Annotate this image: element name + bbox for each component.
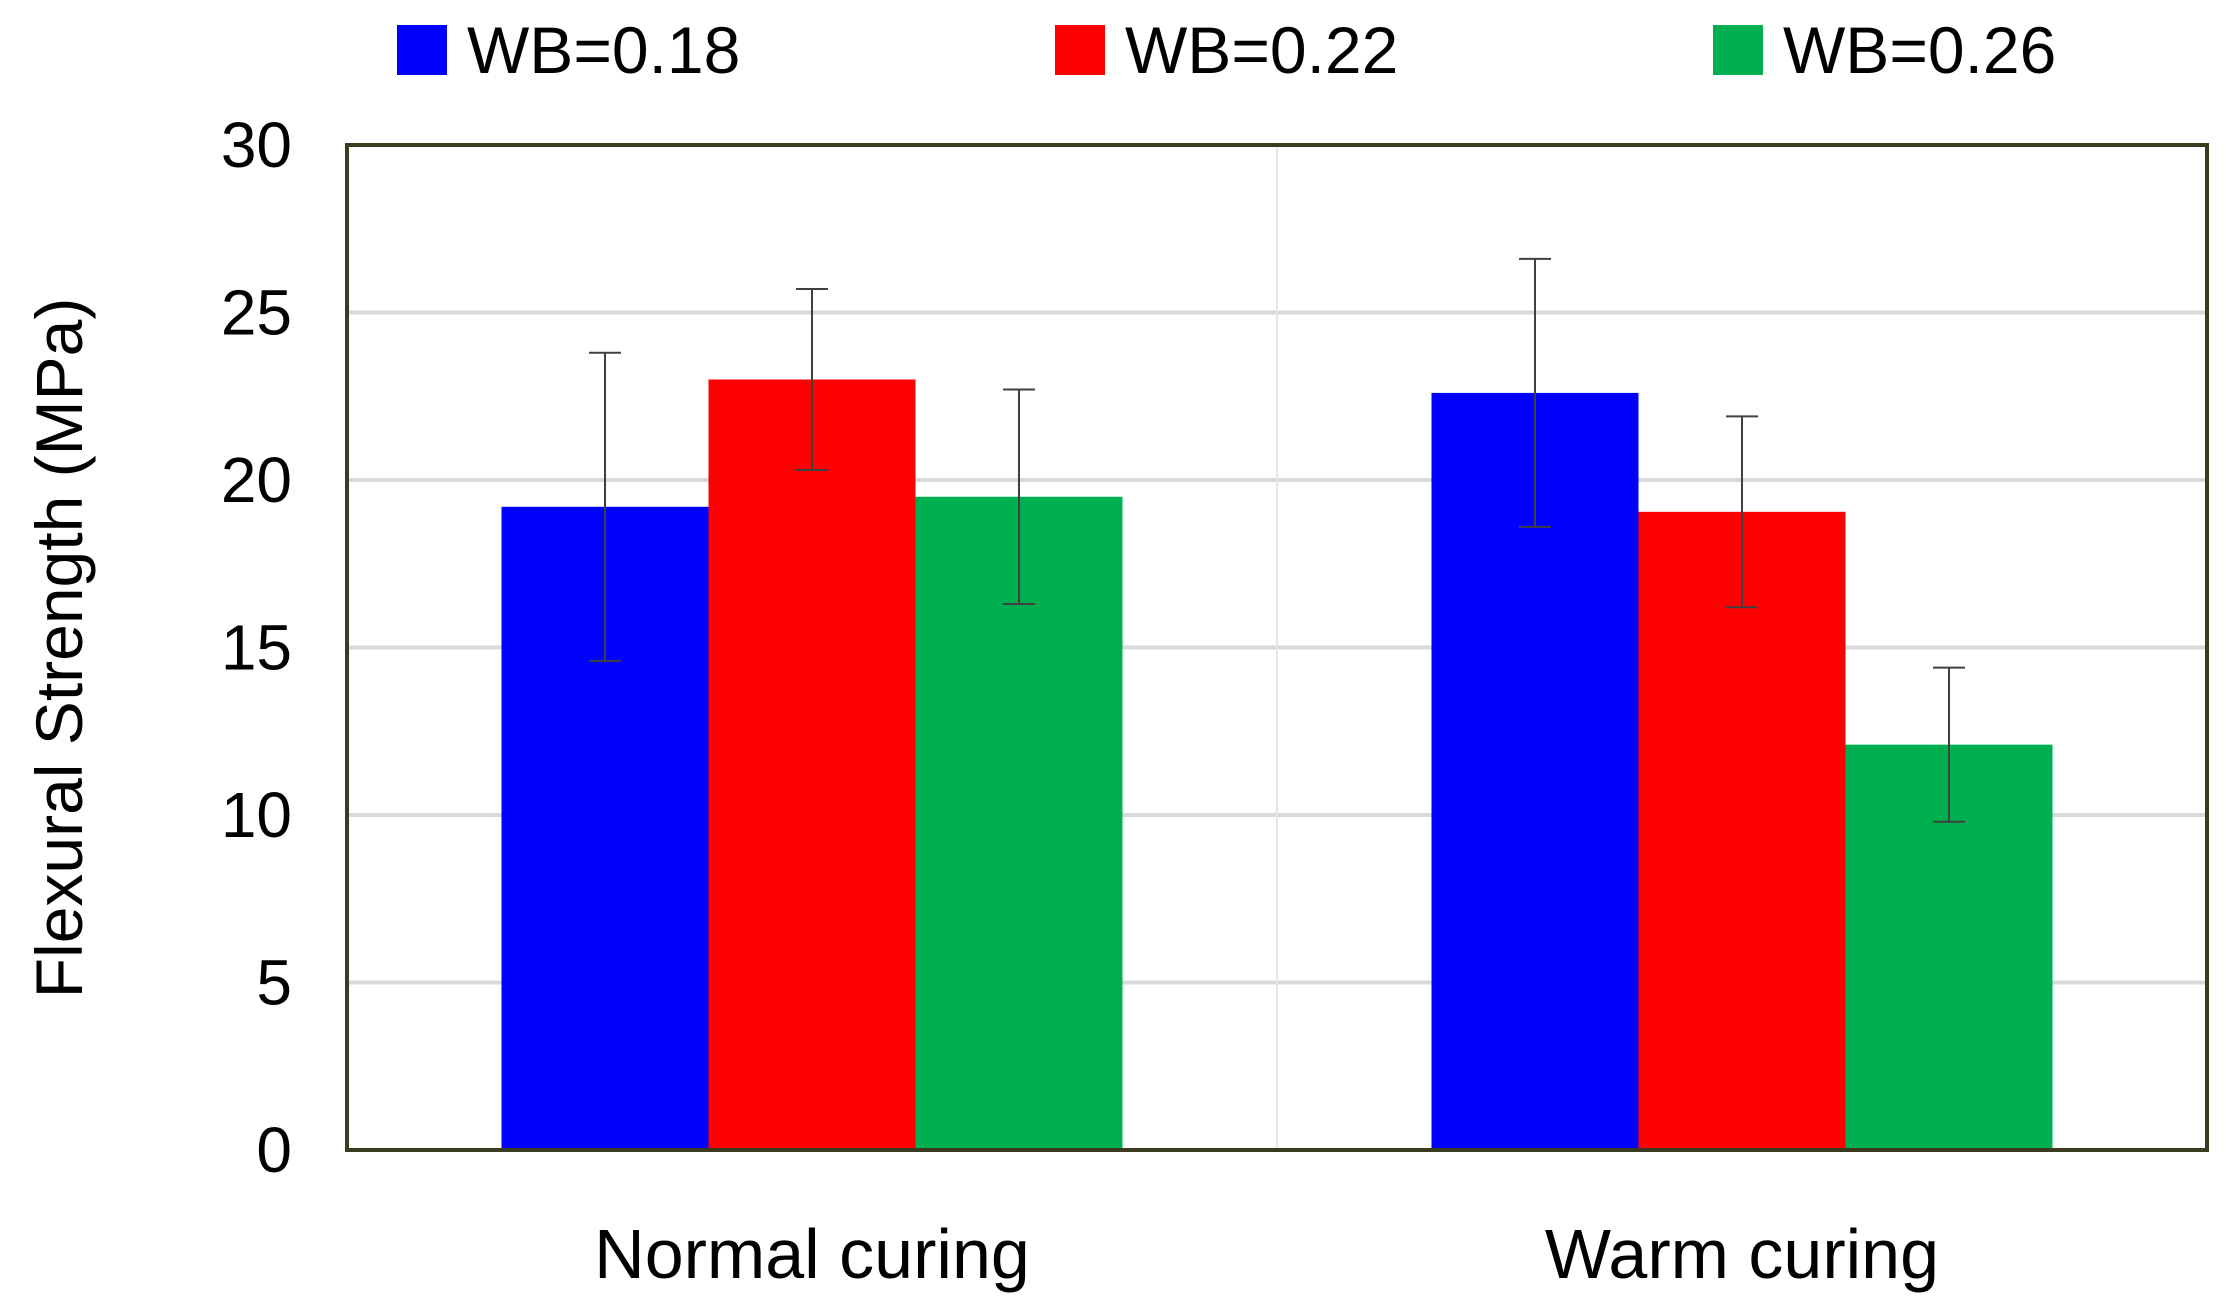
- bar: [915, 496, 1123, 1150]
- y-tick-label: 25: [221, 277, 292, 349]
- bar: [708, 379, 916, 1150]
- legend-label: WB=0.18: [467, 13, 740, 87]
- y-axis-label: Flexural Strength (MPa): [22, 298, 96, 999]
- plot-frame: [345, 143, 2209, 1152]
- bar: [1638, 511, 1846, 1150]
- legend-label: WB=0.22: [1125, 13, 1398, 87]
- y-tick-label: 15: [221, 612, 292, 684]
- y-tick-label: 0: [256, 1114, 292, 1186]
- legend-swatch: [1713, 25, 1763, 75]
- y-tick-label: 20: [221, 444, 292, 516]
- y-tick-label: 5: [256, 947, 292, 1019]
- y-tick-label: 10: [221, 779, 292, 851]
- y-tick-label: 30: [221, 109, 292, 181]
- bars: [501, 379, 2053, 1150]
- legend-swatch: [1055, 25, 1105, 75]
- error-bars: [589, 257, 1965, 823]
- legend: WB=0.18 WB=0.22 WB=0.26: [397, 13, 2056, 87]
- legend-label: WB=0.26: [1783, 13, 2056, 87]
- x-category-labels: Normal curing Warm curing: [594, 1215, 1939, 1293]
- x-category-label: Warm curing: [1545, 1215, 1939, 1293]
- y-tick-labels: 0 5 10 15 20 25 30: [221, 109, 292, 1186]
- legend-swatch: [397, 25, 447, 75]
- x-category-label: Normal curing: [594, 1215, 1030, 1293]
